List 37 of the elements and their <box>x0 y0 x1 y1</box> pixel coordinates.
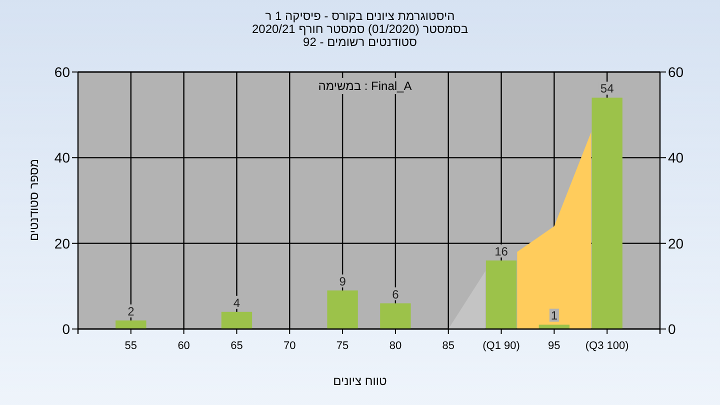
bar <box>221 312 252 329</box>
x-axis-title: טווח ציונים <box>333 374 388 388</box>
chart-title: היסטוגרמת ציונים בקורס - פיסיקה 1 ר <box>265 9 455 23</box>
y-axis-title: מספר סטודנטים <box>27 158 41 242</box>
x-tick-label: 60 <box>178 340 190 352</box>
x-tick-label: 75 <box>336 340 349 352</box>
data-label: 2 <box>128 304 135 318</box>
data-label: 54 <box>600 82 614 96</box>
data-label: 4 <box>233 296 240 310</box>
annotation: במשימה : Final_A <box>318 79 412 93</box>
y2-tick-label: 40 <box>668 150 684 166</box>
bar <box>538 324 570 329</box>
y2-tick-label: 20 <box>668 235 684 252</box>
x-tick-label: 55 <box>124 340 138 352</box>
y-tick-label: 40 <box>54 150 70 166</box>
x-tick-label: 95 <box>548 340 560 352</box>
chart-subtitle: בסמסטר (01/2020) סמסטר חורף 2020/21 סטודנטים רשומים - 92 <box>252 22 468 49</box>
data-label: 16 <box>494 244 508 258</box>
bar <box>380 303 411 329</box>
y-tick-label: 0 <box>62 321 70 337</box>
bar <box>327 290 358 329</box>
y-tick-label: 20 <box>54 235 70 252</box>
x-tick-label: (Q1 90) <box>482 340 520 352</box>
x-tick-label: 80 <box>389 340 402 352</box>
y2-tick-label: 0 <box>668 321 676 337</box>
data-label: 9 <box>339 274 346 288</box>
data-label: 6 <box>392 287 400 302</box>
x-tick-label: 65 <box>230 340 243 352</box>
bar <box>486 260 517 329</box>
x-tick-label: (Q3 100) <box>585 340 629 352</box>
y2-tick-label: 60 <box>668 64 684 80</box>
y-tick-label: 60 <box>54 64 70 80</box>
x-tick-label: 85 <box>442 340 454 352</box>
bar <box>592 98 622 329</box>
x-tick-label: 70 <box>284 340 296 352</box>
data-label: 1 <box>550 308 558 323</box>
bar <box>116 320 146 329</box>
